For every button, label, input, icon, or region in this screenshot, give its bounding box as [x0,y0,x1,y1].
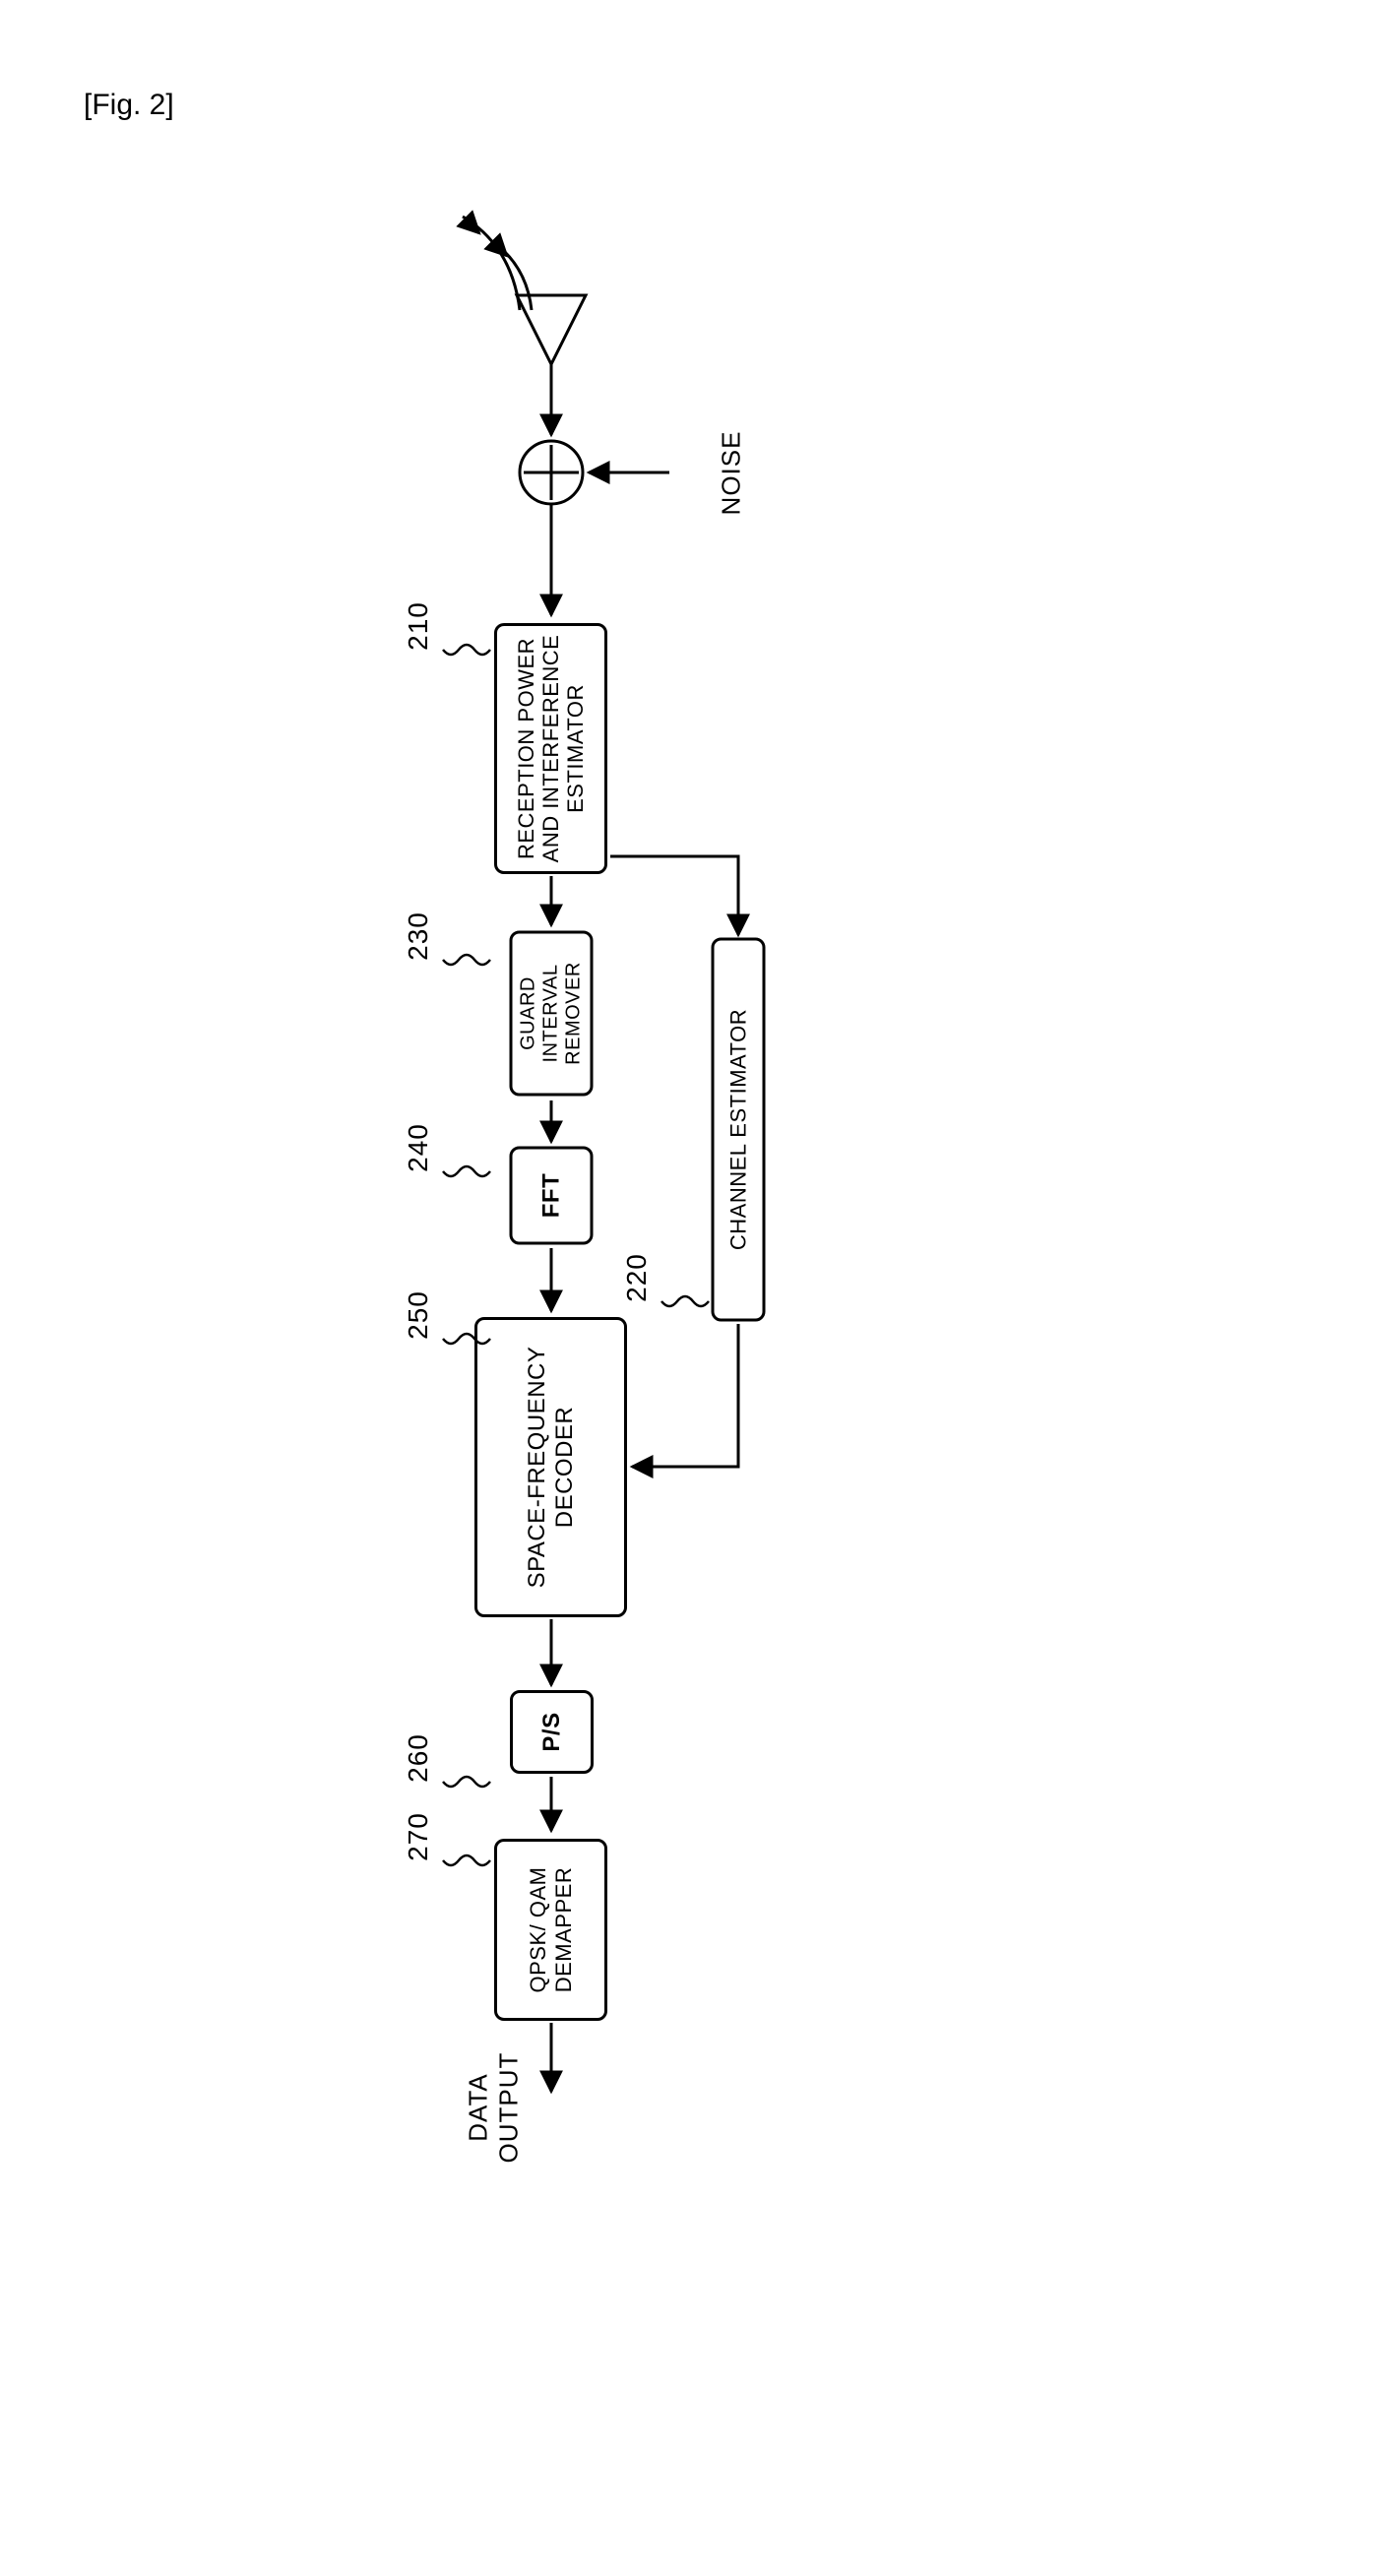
ref-240: 240 [403,1123,434,1172]
block-channel-estimator: CHANNEL ESTIMATOR [712,938,766,1322]
adder-node [520,441,583,504]
path-220-to-250 [632,1324,738,1467]
data-output-label: DATA OUTPUT [463,2052,524,2164]
ref-260: 260 [403,1733,434,1783]
ref-220: 220 [621,1253,653,1302]
wave-arrows [465,219,507,256]
ref-270: 270 [403,1812,434,1861]
ref-230: 230 [403,911,434,961]
block-label: P/S [538,1712,566,1751]
block-label: GUARD INTERVAL REMOVER [518,934,586,1094]
block-label: FFT [537,1173,565,1218]
block-label: SPACE-FREQUENCY DECODER [524,1320,578,1614]
block-space-freq-decoder: SPACE-FREQUENCY DECODER [474,1317,627,1617]
block-ps: P/S [510,1690,594,1774]
noise-label: NOISE [716,431,746,516]
block-fft: FFT [510,1147,594,1245]
wave-icon [463,217,532,310]
block-guard-interval-remover: GUARD INTERVAL REMOVER [510,931,594,1097]
ref-250: 250 [403,1290,434,1340]
antenna-icon [517,295,586,423]
block-demapper: QPSK/ QAM DEMAPPER [494,1839,607,2021]
figure-label: [Fig. 2] [84,89,174,122]
ref-210: 210 [403,601,434,651]
block-reception-estimator: RECEPTION POWER AND INTERFERENCE ESTIMAT… [494,623,607,874]
block-label: RECEPTION POWER AND INTERFERENCE ESTIMAT… [514,626,589,871]
block-label: QPSK/ QAM DEMAPPER [526,1842,576,2018]
diagram-svg [0,0,1384,2576]
block-label: CHANNEL ESTIMATOR [725,1009,750,1250]
path-210-to-220 [610,856,738,935]
